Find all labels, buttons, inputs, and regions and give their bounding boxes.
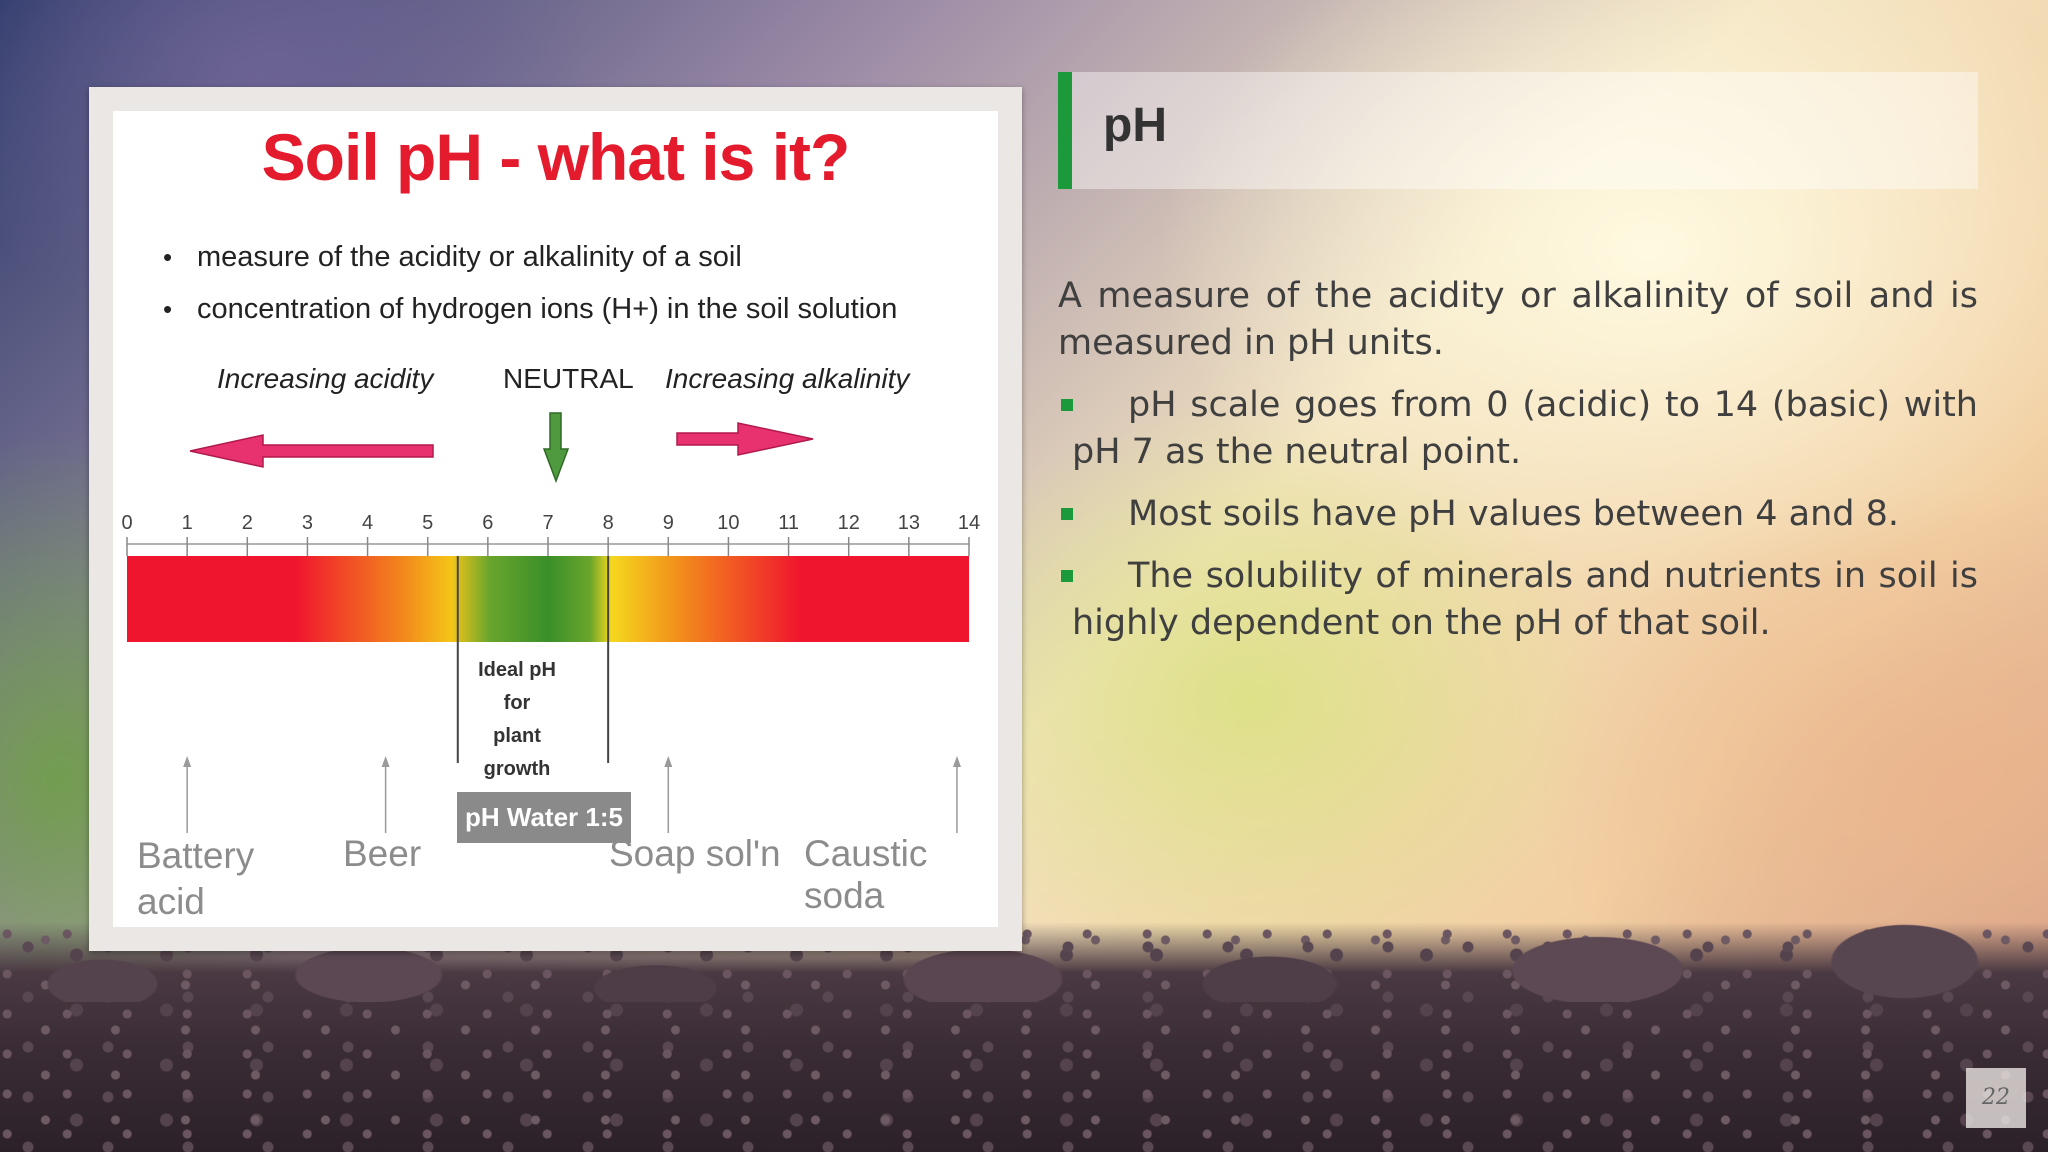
scale-tick-label: 8	[603, 512, 614, 534]
bullet-text: The solubility of minerals and nutrients…	[1072, 556, 1978, 643]
diagram-frame: Soil pH - what is it? measure of the aci…	[89, 87, 1022, 951]
scale-tick-label: 0	[121, 512, 132, 534]
increasing-acidity-label: Increasing acidity	[217, 363, 434, 394]
example-arrow-head	[381, 756, 390, 767]
intro-paragraph: A measure of the acidity or alkalinity o…	[1058, 276, 1978, 363]
ideal-range-lines	[456, 556, 610, 763]
diagram-bullet: measure of the acidity or alkalinity of …	[163, 231, 897, 283]
scale-tick-label: 11	[778, 512, 799, 534]
diagram-bullets: measure of the acidity or alkalinity of …	[163, 231, 897, 335]
scale-tick-label: 6	[482, 512, 493, 534]
scale-tick-label: 5	[422, 512, 433, 534]
ph-diagram: Soil pH - what is it? measure of the aci…	[113, 111, 998, 927]
ideal-label-line1: Ideal pH for	[478, 659, 556, 714]
ph-scale-graphic: 0 1 2 3 4 5 6 7 8 9 10 11 12 13 14	[121, 412, 980, 833]
scale-tick-label: 14	[958, 512, 980, 534]
ph-scale-bar	[127, 556, 969, 642]
example-caustic-soda: Caustic soda	[804, 833, 928, 916]
acidity-arrow	[189, 434, 434, 468]
scale-tick-label: 1	[182, 512, 193, 534]
ideal-label-line2: plant growth	[483, 725, 551, 780]
bullet-item: Most soils have pH values between 4 and …	[1058, 491, 1978, 538]
bullet-text: pH scale goes from 0 (acidic) to 14 (bas…	[1072, 385, 1978, 472]
neutral-arrow	[542, 412, 570, 484]
slide-title: pH	[1103, 99, 1167, 152]
page-number: 22	[1966, 1068, 2026, 1128]
example-arrow-head	[183, 756, 192, 767]
example-arrow-head	[952, 756, 961, 767]
increasing-alkalinity-label: Increasing alkalinity	[665, 363, 910, 394]
ideal-ph-label: Ideal pH for plant growth	[463, 654, 571, 786]
bullet-text: Most soils have pH values between 4 and …	[1128, 494, 1900, 534]
bullet-square-icon	[1061, 508, 1073, 520]
scale-tick-label: 3	[302, 512, 313, 534]
scale-tick-label: 12	[838, 512, 860, 534]
title-bar: pH	[1058, 72, 1978, 189]
scale-tick-label: 9	[663, 512, 674, 534]
ph-water-badge: pH Water 1:5	[457, 792, 631, 843]
alkalinity-arrow	[676, 422, 814, 456]
scale-tick-label: 2	[242, 512, 253, 534]
bullet-item: pH scale goes from 0 (acidic) to 14 (bas…	[1058, 382, 1978, 476]
neutral-label: NEUTRAL	[503, 363, 634, 394]
bullet-square-icon	[1061, 399, 1073, 411]
scale-tick-label: 13	[898, 512, 920, 534]
title-accent-bar	[1058, 72, 1072, 189]
example-battery-acid: Battery acid	[137, 835, 255, 922]
diagram-bullet: concentration of hydrogen ions (H+) in t…	[163, 283, 897, 335]
example-arrows	[183, 756, 961, 833]
scale-tick-label: 10	[717, 512, 739, 534]
bullet-square-icon	[1061, 570, 1073, 582]
scale-ticks: 0 1 2 3 4 5 6 7 8 9 10 11 12 13 14	[121, 512, 980, 556]
diagram-title: Soil pH - what is it?	[261, 120, 851, 194]
example-arrow-head	[664, 756, 673, 767]
example-beer: Beer	[343, 833, 422, 874]
example-soap: Soap sol'n	[609, 833, 781, 874]
scale-tick-label: 4	[362, 512, 373, 534]
slide-body: A measure of the acidity or alkalinity o…	[1058, 273, 1978, 662]
bullet-list: pH scale goes from 0 (acidic) to 14 (bas…	[1058, 382, 1978, 647]
bullet-item: The solubility of minerals and nutrients…	[1058, 553, 1978, 647]
scale-tick-label: 7	[542, 512, 553, 534]
